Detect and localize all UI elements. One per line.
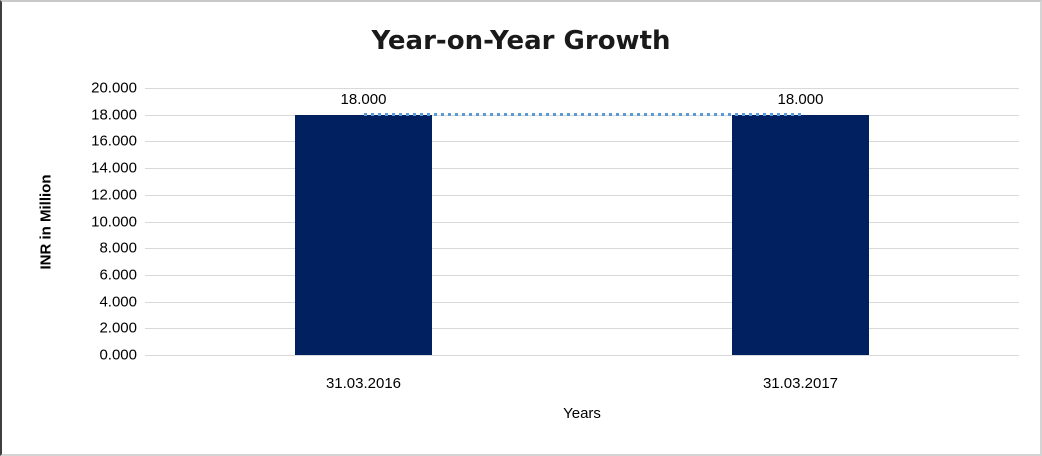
gridline [145,274,1019,276]
y-tick-label: 12.000 [91,186,137,204]
y-tick-label: 10.000 [91,213,137,230]
bar-data-label: 18.000 [777,90,824,108]
y-tick-label: 4.000 [99,293,137,311]
y-tick-label: 20.000 [91,79,137,97]
bar-data-label: 18.000 [340,90,387,108]
y-tick-label: 18.000 [91,106,137,124]
y-tick-label: 8.000 [99,239,137,257]
gridline [145,141,1019,143]
trend-line [363,112,801,116]
gridline [145,168,1019,170]
gridline [145,221,1019,223]
gridline [145,301,1019,303]
chart-title: Year-on-Year Growth [371,26,671,56]
x-tick-label: 31.03.2017 [762,375,839,392]
y-tick-label: 2.000 [99,319,137,337]
y-tick-label: 0.000 [99,346,137,364]
y-tick-label: 16.000 [91,132,137,150]
y-tick-label: 14.000 [91,159,137,177]
x-tick-label: 31.03.2016 [325,375,402,392]
gridline [145,194,1019,196]
x-axis-title: Years [563,405,601,422]
gridline [145,328,1019,330]
bar [732,114,869,355]
gridline [145,248,1019,250]
bar [295,114,432,355]
y-tick-label: 6.000 [99,266,137,284]
gridline [145,88,1019,89]
gridline [145,355,1019,356]
